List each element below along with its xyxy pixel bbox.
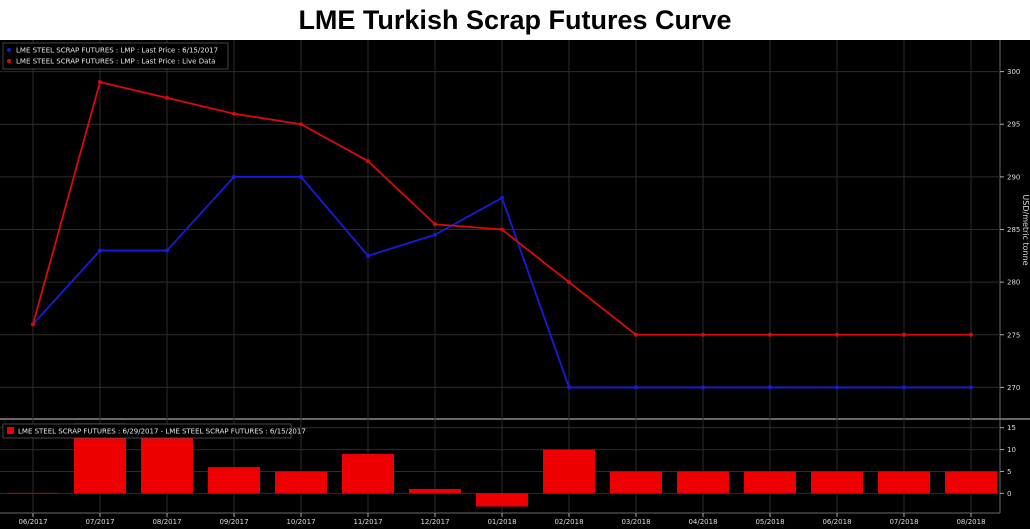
x-tick-label: 07/2017 <box>85 518 114 526</box>
data-point-blue <box>634 385 638 390</box>
x-tick-label: 12/2017 <box>420 518 449 526</box>
bar <box>476 493 528 507</box>
data-point-red <box>98 80 102 85</box>
bottom-y-axis: 0 5 10 15 <box>1000 424 1016 498</box>
y-tick-label: 5 <box>1007 468 1011 476</box>
data-point-blue <box>835 385 839 390</box>
data-point-red <box>835 332 839 337</box>
bar <box>677 471 729 494</box>
y-tick-label: 290 <box>1007 173 1020 181</box>
y-axis-label: USD/metric tonne <box>1021 194 1030 265</box>
bar <box>141 429 193 494</box>
legend-marker-bar <box>7 427 14 434</box>
data-point-red <box>433 222 437 227</box>
x-tick-label: 08/2018 <box>956 518 985 526</box>
bar <box>610 471 662 494</box>
bottom-legend: LME STEEL SCRAP FUTURES : 6/29/2017 - LM… <box>2 423 306 439</box>
y-tick-label: 275 <box>1007 331 1020 339</box>
legend-marker-blue <box>7 48 11 52</box>
data-point-red <box>500 227 504 232</box>
x-tick-label: 06/2017 <box>18 518 47 526</box>
data-point-blue <box>366 253 370 258</box>
data-point-red <box>165 95 169 100</box>
x-tick-label: 07/2018 <box>889 518 918 526</box>
bar <box>878 471 930 494</box>
x-tick-label: 11/2017 <box>353 518 382 526</box>
legend-box <box>2 42 229 70</box>
data-point-blue <box>299 174 303 179</box>
y-tick-label: 15 <box>1007 424 1016 432</box>
legend-entry-blue: LME STEEL SCRAP FUTURES : LMP : Last Pri… <box>16 47 218 55</box>
y-tick-label: 0 <box>1007 490 1011 498</box>
x-tick-label: 05/2018 <box>755 518 784 526</box>
data-point-red <box>634 332 638 337</box>
data-point-blue <box>98 248 102 253</box>
curve-points <box>31 80 973 390</box>
data-point-red <box>366 159 370 164</box>
x-tick-label: 06/2018 <box>822 518 851 526</box>
data-point-blue <box>232 174 236 179</box>
data-point-blue <box>500 195 504 200</box>
x-tick-label: 02/2018 <box>554 518 583 526</box>
data-point-blue <box>701 385 705 390</box>
legend-entry-red: LME STEEL SCRAP FUTURES : LMP : Last Pri… <box>16 58 215 66</box>
futures-chart: 270 275 280 285 290 295 300 0 5 10 15 06/2017 07/2… <box>0 40 1030 529</box>
data-point-red <box>567 280 571 285</box>
y-tick-label: 280 <box>1007 279 1020 287</box>
bar <box>208 467 260 494</box>
legend-box <box>2 423 292 439</box>
data-point-red <box>701 332 705 337</box>
data-point-red <box>299 122 303 127</box>
bar <box>275 471 327 494</box>
data-point-blue <box>969 385 973 390</box>
y-tick-label: 285 <box>1007 226 1020 234</box>
data-point-blue <box>433 232 437 237</box>
legend-marker-red <box>7 59 11 63</box>
data-point-blue <box>768 385 772 390</box>
chart-title: LME Turkish Scrap Futures Curve <box>298 5 732 35</box>
x-axis: 06/2017 07/2017 08/2017 09/2017 10/2017 11/20… <box>18 513 986 526</box>
bar <box>811 471 863 494</box>
bar <box>342 453 394 494</box>
x-tick-label: 04/2018 <box>688 518 717 526</box>
top-y-axis: 270 275 280 285 290 295 300 <box>1000 68 1020 392</box>
y-tick-label: 270 <box>1007 384 1020 392</box>
bar <box>744 471 796 494</box>
data-point-red <box>232 111 236 116</box>
data-point-blue <box>165 248 169 253</box>
data-point-red <box>768 332 772 337</box>
top-legend: LME STEEL SCRAP FUTURES : LMP : Last Pri… <box>2 42 229 70</box>
x-tick-label: 03/2018 <box>621 518 650 526</box>
y-tick-label: 300 <box>1007 68 1020 76</box>
data-point-red <box>969 332 973 337</box>
y-tick-label: 295 <box>1007 121 1020 129</box>
x-tick-label: 01/2018 <box>487 518 516 526</box>
bar <box>7 492 59 494</box>
data-point-blue <box>567 385 571 390</box>
bar <box>945 471 997 494</box>
x-tick-label: 08/2017 <box>152 518 181 526</box>
bar <box>409 488 461 494</box>
data-point-red <box>902 332 906 337</box>
data-point-red <box>31 322 35 327</box>
x-tick-label: 09/2017 <box>219 518 248 526</box>
y-tick-label: 10 <box>1007 446 1016 454</box>
data-point-blue <box>902 385 906 390</box>
legend-entry-bar: LME STEEL SCRAP FUTURES : 6/29/2017 - LM… <box>18 428 306 436</box>
bar <box>543 449 595 494</box>
x-tick-label: 10/2017 <box>286 518 315 526</box>
